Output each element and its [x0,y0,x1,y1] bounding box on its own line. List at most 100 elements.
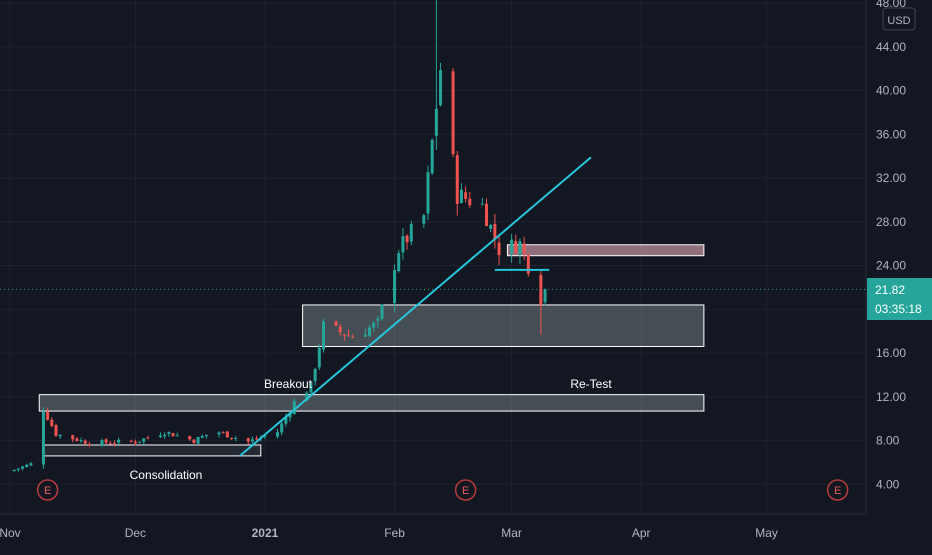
candle-body [196,436,200,444]
y-tick-label: 8.00 [876,434,900,448]
y-tick-label: 4.00 [876,477,900,491]
candle-body [21,466,25,469]
candle-body [108,443,112,445]
candle-body [46,411,50,420]
candle-body [129,440,133,442]
trendline [239,156,592,457]
earnings-marker-label: E [44,485,51,497]
candle-body [464,192,468,199]
price-axis[interactable] [866,0,932,550]
candle-body [322,321,325,350]
candle-body [133,441,137,444]
candle-body [347,335,351,337]
y-tick-label: 24.00 [876,259,906,273]
earnings-marker [454,479,477,501]
y-axis-ticks: 48.0044.0040.0036.0032.0028.0024.0020.00… [876,0,906,491]
candle-body [104,439,108,443]
last-price-value: 21.82 [875,283,905,297]
candle-body [117,439,121,443]
zone-breakout_retest [38,394,705,412]
candle-body [317,348,321,368]
candle-body [497,242,501,255]
zone-support [302,304,705,348]
x-tick-label: 2021 [252,526,279,540]
candle-body [255,438,259,440]
candle-body [200,435,204,438]
candle-body [351,336,355,338]
drawings [0,156,866,457]
candle-body [522,243,526,253]
x-axis-ticks: Nov Dec 2021 Feb Mar Apr May [0,526,778,540]
candle-body [280,423,284,433]
y-tick-label: 32.00 [876,171,906,185]
x-tick-label: Apr [632,526,651,540]
time-axis[interactable] [0,514,932,550]
candle-body [171,433,175,437]
candle-body [221,432,225,434]
candle-body [455,155,459,204]
earnings-marker [36,479,59,501]
candle-body [175,435,179,437]
candle-body [397,253,401,272]
candles [12,0,547,472]
candle-body [309,381,313,393]
candle-body [25,464,29,468]
candle-body [138,441,142,443]
candle-body [451,71,455,155]
candle-body [401,236,405,253]
candle-body [288,413,292,418]
candle-body [83,440,87,444]
candle-body [41,411,45,465]
candle-body [158,435,162,438]
candle-body [489,225,493,229]
candle-body [439,70,443,106]
candle-body [367,327,371,336]
candle-body [409,224,413,242]
y-tick-label: 16.00 [876,346,906,360]
candle-body [167,432,171,434]
candle-body [230,437,234,439]
candle-body [188,436,192,440]
candle-body [204,434,208,437]
candle-body [276,432,280,437]
x-tick-label: Feb [384,526,405,540]
annotation-consolidation: Consolidation [130,468,203,482]
candle-body [225,431,229,438]
candle-body [518,241,522,255]
x-tick-label: Dec [125,526,146,540]
candle-body [79,440,83,442]
candle-body [217,432,221,435]
y-tick-label: 12.00 [876,390,906,404]
candle-body [334,321,338,326]
annotation-retest: Re-Test [570,377,612,391]
currency-badge[interactable] [882,7,916,31]
candle-body [100,440,104,446]
candle-body [284,417,288,424]
candle-body [12,469,16,472]
candle-body [405,235,409,243]
candle-body [485,203,489,227]
x-tick-label: Nov [0,526,21,540]
y-tick-label: 40.00 [876,84,906,98]
candle-body [313,369,317,382]
candle-body [342,334,346,336]
candle-body [146,437,150,439]
candle-body [113,443,116,445]
zone-consolidation [42,444,262,457]
candle-body [459,189,463,204]
candle-body [292,401,296,415]
last-price-tag [867,278,932,320]
zone-resistance [506,244,705,257]
candle-body [363,334,367,337]
y-tick-label: 36.00 [876,127,906,141]
candle-body [29,463,33,466]
y-tick-label: 44.00 [876,40,906,54]
candle-body [338,326,342,333]
annotation-breakout: Breakout [264,377,313,391]
candle-body [480,203,484,205]
candle-body [250,439,254,442]
y-tick-label: 28.00 [876,215,906,229]
